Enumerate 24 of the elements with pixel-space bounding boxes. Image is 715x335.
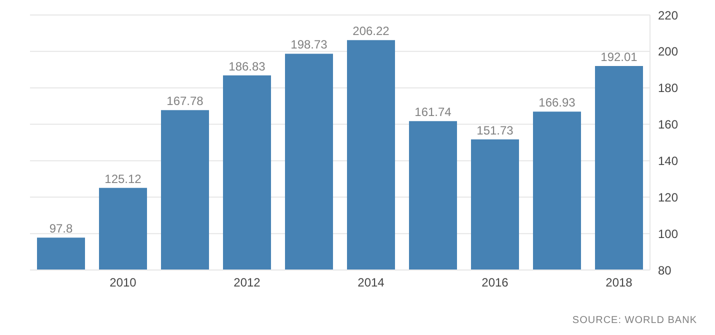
y-tick-label: 200 xyxy=(658,44,678,59)
x-tick-label: 2010 xyxy=(110,276,137,290)
data-label: 186.83 xyxy=(228,59,266,74)
data-label: 198.73 xyxy=(290,38,328,52)
x-tick-label: 2016 xyxy=(482,276,509,290)
data-label: 206.22 xyxy=(352,24,390,38)
y-tick-label: 100 xyxy=(658,226,678,241)
y-tick-label: 180 xyxy=(658,81,678,96)
x-tick-label: 2012 xyxy=(234,276,261,290)
source-note: SOURCE: WORLD BANK xyxy=(572,315,697,326)
y-tick-label: 120 xyxy=(658,190,678,204)
data-label: 125.12 xyxy=(104,172,142,186)
data-label: 161.74 xyxy=(414,105,452,120)
y-tick-label: 160 xyxy=(658,118,678,132)
x-tick-label: 2018 xyxy=(606,276,633,290)
data-label: 97.8 xyxy=(49,222,73,236)
data-label: 166.93 xyxy=(538,96,576,110)
y-tick-label: 140 xyxy=(658,154,678,168)
y-tick-label: 220 xyxy=(658,8,678,22)
data-label: 167.78 xyxy=(166,94,204,108)
data-label: 192.01 xyxy=(600,50,638,64)
x-tick-label: 2014 xyxy=(358,276,385,290)
y-tick-label: 80 xyxy=(658,263,672,278)
data-label: 151.73 xyxy=(476,123,514,138)
